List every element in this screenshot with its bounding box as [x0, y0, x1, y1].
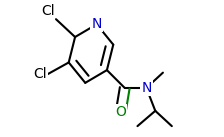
Text: O: O — [116, 105, 126, 119]
Text: N: N — [141, 81, 152, 95]
Text: Cl: Cl — [33, 67, 47, 81]
Text: N: N — [92, 17, 102, 31]
Text: Cl: Cl — [41, 4, 55, 18]
